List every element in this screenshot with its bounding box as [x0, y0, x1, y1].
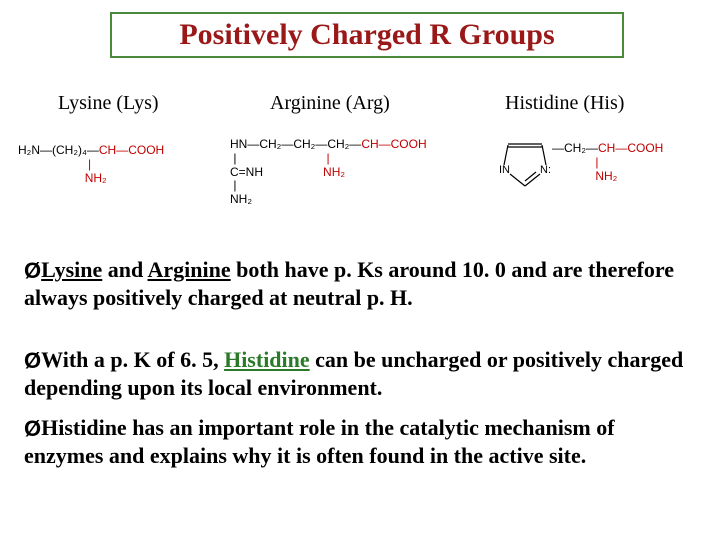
- lys-backbone-red: CH—COOH: [99, 143, 164, 157]
- structure-lysine: H₂N—(CH₂)₄—CH—COOH | NH₂: [18, 144, 164, 185]
- label-lysine: Lysine (Lys): [58, 92, 159, 115]
- bullet-glyph: Ø: [24, 415, 41, 443]
- histidine-ring-icon: HN N:: [500, 138, 550, 190]
- his-nh2: NH₂: [595, 169, 617, 183]
- arg-line3: C=NH: [230, 165, 323, 179]
- his-bar: |: [595, 155, 598, 169]
- arg-line2-red: |: [326, 151, 329, 165]
- term-arginine: Arginine: [148, 257, 231, 282]
- structure-arginine: HN—CH₂—CH₂—CH₂—CH—COOH | | C=NH NH₂ | NH…: [230, 138, 427, 207]
- arg-line1-red: CH—COOH: [361, 137, 426, 151]
- lys-bar-prefix: [18, 157, 88, 171]
- arg-line1-pre: HN—CH₂—CH₂—CH₂—: [230, 137, 361, 151]
- bullet-1: ØLysine and Arginine both have p. Ks aro…: [24, 256, 696, 311]
- term-histidine: Histidine: [224, 347, 310, 372]
- his-side-pre: —CH₂—: [552, 141, 598, 155]
- his-side-red: CH—COOH: [598, 141, 663, 155]
- arg-line2: |: [230, 151, 326, 165]
- bullet-3: ØHistidine has an important role in the …: [24, 414, 696, 469]
- lys-nh2-prefix: [18, 171, 85, 185]
- page-title: Positively Charged R Groups: [179, 18, 554, 51]
- arg-line3-red: NH₂: [323, 165, 345, 179]
- lys-backbone-pre: H₂N—(CH₂)₄—: [18, 143, 99, 157]
- structures-row: H₂N—(CH₂)₄—CH—COOH | NH₂ HN—CH₂—CH₂—CH₂—…: [0, 130, 720, 230]
- para2-a: With a p. K of 6. 5,: [41, 347, 224, 372]
- arg-line4: |: [230, 178, 236, 192]
- his-ring-hn: HN: [500, 164, 510, 176]
- structure-histidine: —CH₂—CH—COOH | NH₂: [552, 142, 663, 183]
- label-histidine: Histidine (His): [505, 92, 624, 115]
- term-lysine: Lysine: [41, 257, 102, 282]
- his-bar-prefix: [552, 155, 595, 169]
- bullet-2: ØWith a p. K of 6. 5, Histidine can be u…: [24, 346, 696, 401]
- title-box: Positively Charged R Groups: [110, 12, 624, 58]
- para1-b: and: [102, 257, 147, 282]
- his-ring-n: N:: [540, 164, 550, 176]
- label-arginine: Arginine (Arg): [270, 92, 390, 115]
- arg-line5: NH₂: [230, 192, 252, 206]
- lys-bar: |: [88, 157, 91, 171]
- lys-nh2: NH₂: [85, 171, 107, 185]
- his-nh2-prefix: [552, 169, 595, 183]
- bullet-glyph: Ø: [24, 347, 41, 375]
- para3-text: Histidine has an important role in the c…: [24, 415, 615, 468]
- bullet-glyph: Ø: [24, 257, 41, 285]
